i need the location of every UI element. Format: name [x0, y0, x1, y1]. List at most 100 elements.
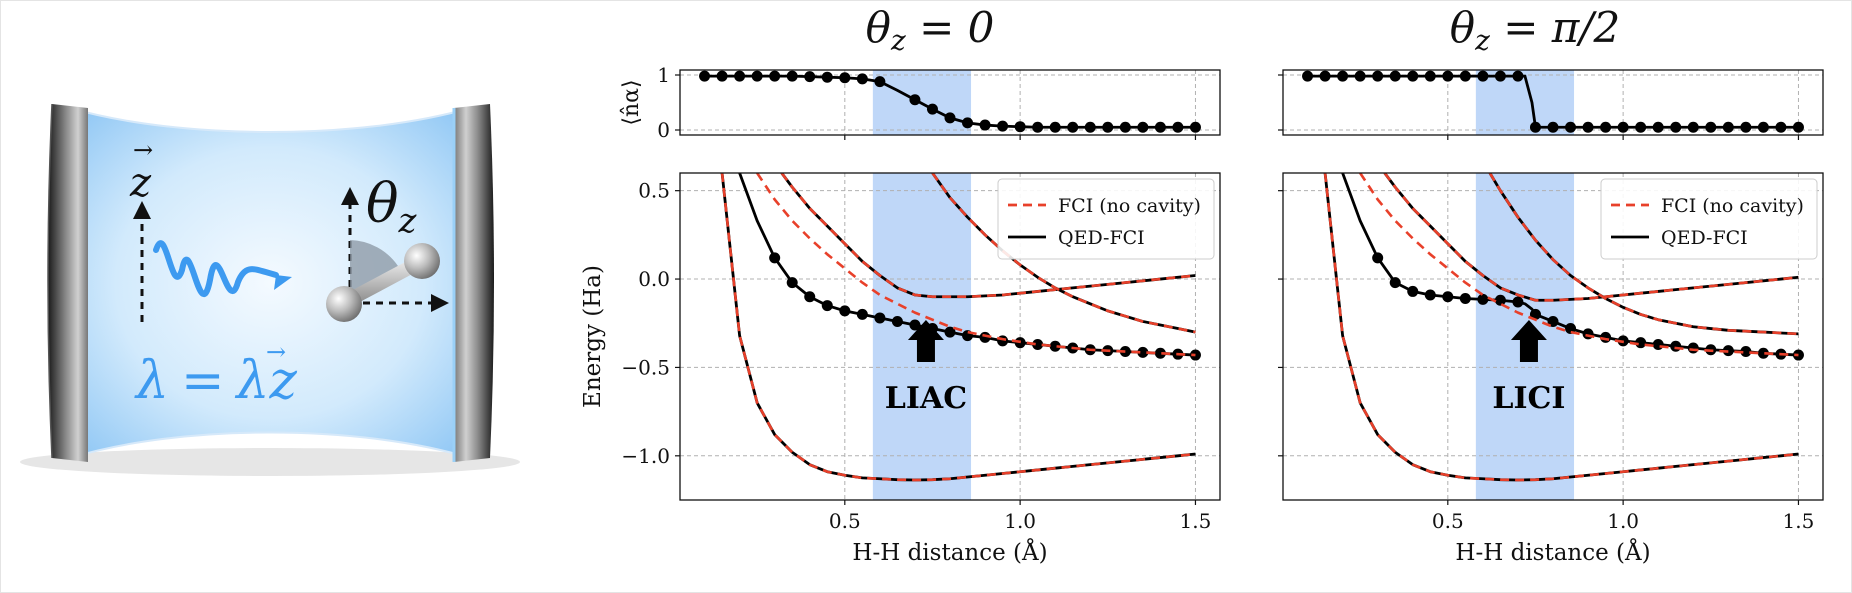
- occupation-marker: [1014, 121, 1026, 133]
- chart-panel-left: θz = 0 0.5 1.0 1.5 H-H distance (Å) 0 1 −1.0 −0.…: [580, 3, 1221, 566]
- occupation-marker: [1792, 121, 1804, 133]
- annotation-arrow-icon: [1510, 320, 1547, 362]
- cavity-volume: [70, 108, 470, 458]
- legend-box: [997, 178, 1215, 260]
- y-axis-label-top: ⟨n̂α⟩: [619, 79, 644, 125]
- title-sub: z: [1474, 24, 1490, 57]
- y-axis-label-bottom: Energy (Ha): [580, 265, 606, 408]
- occupation-marker: [699, 70, 711, 82]
- photon-arrow-head: [274, 275, 292, 290]
- fci-no-cavity-line: [1488, 173, 1799, 336]
- photon-wave-icon: [153, 240, 279, 298]
- qed-fci-marker: [1372, 252, 1384, 264]
- occupation-marker: [1172, 121, 1184, 133]
- y-tick-label-bottom: −1.0: [621, 444, 670, 468]
- qed-fci-marker: [909, 319, 921, 331]
- qed-fci-marker: [1494, 294, 1506, 306]
- occupation-marker: [1372, 70, 1384, 82]
- occupation-marker: [979, 119, 991, 131]
- legend-label-fci: FCI (no cavity): [1661, 195, 1804, 217]
- z-vector-arrow-glyph: →: [133, 136, 153, 164]
- occupation-marker: [909, 94, 921, 106]
- occupation-marker: [1687, 121, 1699, 133]
- cavity-bottom-edge: [69, 431, 471, 459]
- occupation-marker: [1494, 70, 1506, 82]
- occupation-marker: [1102, 121, 1114, 133]
- top-axes-frame: [1282, 69, 1824, 136]
- legend-label-qed: QED-FCI: [1661, 227, 1748, 249]
- qed-fci-marker: [1442, 291, 1454, 303]
- cavity-shadow: [20, 448, 520, 476]
- occupation-marker: [1547, 121, 1559, 133]
- qed-fci-marker: [1635, 337, 1647, 349]
- occupation-marker: [1424, 70, 1436, 82]
- qed-fci-marker: [839, 305, 851, 317]
- occupation-marker: [1137, 121, 1149, 133]
- qed-fci-marker: [891, 315, 903, 327]
- qed-fci-marker: [1529, 308, 1541, 320]
- title-sub: z: [890, 24, 906, 57]
- fci-no-cavity-line: [1359, 173, 1799, 357]
- qed-fci-marker: [1407, 285, 1419, 297]
- chart-title: θz = π/2: [1450, 3, 1620, 57]
- qed-fci-marker: [1757, 347, 1769, 359]
- qed-fci-marker: [856, 308, 868, 320]
- qed-fci-marker: [1512, 296, 1524, 308]
- occupation-marker: [1354, 70, 1366, 82]
- occupation-marker: [1407, 70, 1419, 82]
- x-tick-label: 0.5: [1432, 509, 1464, 533]
- y-tick-label-top: 0: [657, 118, 670, 142]
- occupation-marker: [926, 103, 938, 115]
- chart-panel-right: θz = π/2 0.5 1.0 1.5 H-H distance (Å) FCI (no…: [1278, 3, 1824, 566]
- qed-fci-marker: [769, 252, 781, 264]
- x-tick-label: 1.0: [1004, 509, 1036, 533]
- qed-fci-marker: [1652, 338, 1664, 350]
- x-axis-label: H-H distance (Å): [1455, 538, 1650, 566]
- occupation-marker: [1154, 121, 1166, 133]
- occupation-marker: [1337, 70, 1349, 82]
- right-mirror: [452, 104, 494, 462]
- qed-fci-marker: [944, 326, 956, 338]
- occupation-marker: [734, 70, 746, 82]
- occupation-marker: [786, 70, 798, 82]
- qed-fci-marker: [1687, 342, 1699, 354]
- occupation-marker: [1600, 121, 1612, 133]
- bottom-axes-frame: [1282, 172, 1824, 501]
- title-theta: θ: [866, 3, 891, 52]
- occupation-marker: [1722, 121, 1734, 133]
- fci-no-cavity-line: [1323, 173, 1799, 482]
- left-mirror: [47, 103, 88, 462]
- occupation-marker: [1670, 121, 1682, 133]
- qed-fci-marker: [1032, 338, 1044, 350]
- x-tick-label: 0.5: [829, 509, 861, 533]
- y-tick-label-top: 1: [657, 63, 670, 87]
- legend-box: [1600, 178, 1818, 260]
- fci-no-cavity-line: [931, 173, 1196, 334]
- qed-fci-marker: [821, 300, 833, 312]
- occupation-marker: [856, 73, 868, 85]
- occupation-marker: [874, 76, 886, 88]
- qed-fci-marker: [1477, 293, 1489, 305]
- title-rest: = π/2: [1490, 3, 1620, 52]
- z-label: z: [129, 160, 152, 206]
- annotation-arrow-icon: [907, 320, 944, 362]
- fci-no-cavity-line: [720, 173, 1196, 482]
- cavity-top-edge: [69, 107, 471, 133]
- occupation-marker: [1617, 121, 1629, 133]
- occupation-marker: [804, 71, 816, 83]
- x-tick-label: 1.5: [1180, 509, 1212, 533]
- qed-fci-marker: [1565, 323, 1577, 335]
- occupation-marker: [997, 120, 1009, 132]
- occupation-marker: [1635, 121, 1647, 133]
- lambda-vector-arrow-glyph: →: [266, 338, 286, 366]
- title-theta: θ: [1450, 3, 1475, 52]
- legend-label-fci: FCI (no cavity): [1058, 195, 1201, 217]
- occupation-marker: [839, 72, 851, 84]
- occupation-marker: [1775, 121, 1787, 133]
- occupation-marker: [1084, 121, 1096, 133]
- fci-no-cavity-line: [780, 173, 1196, 299]
- occupation-marker: [1442, 70, 1454, 82]
- occupation-marker: [821, 71, 833, 83]
- annotation-label: LICI: [1492, 381, 1565, 416]
